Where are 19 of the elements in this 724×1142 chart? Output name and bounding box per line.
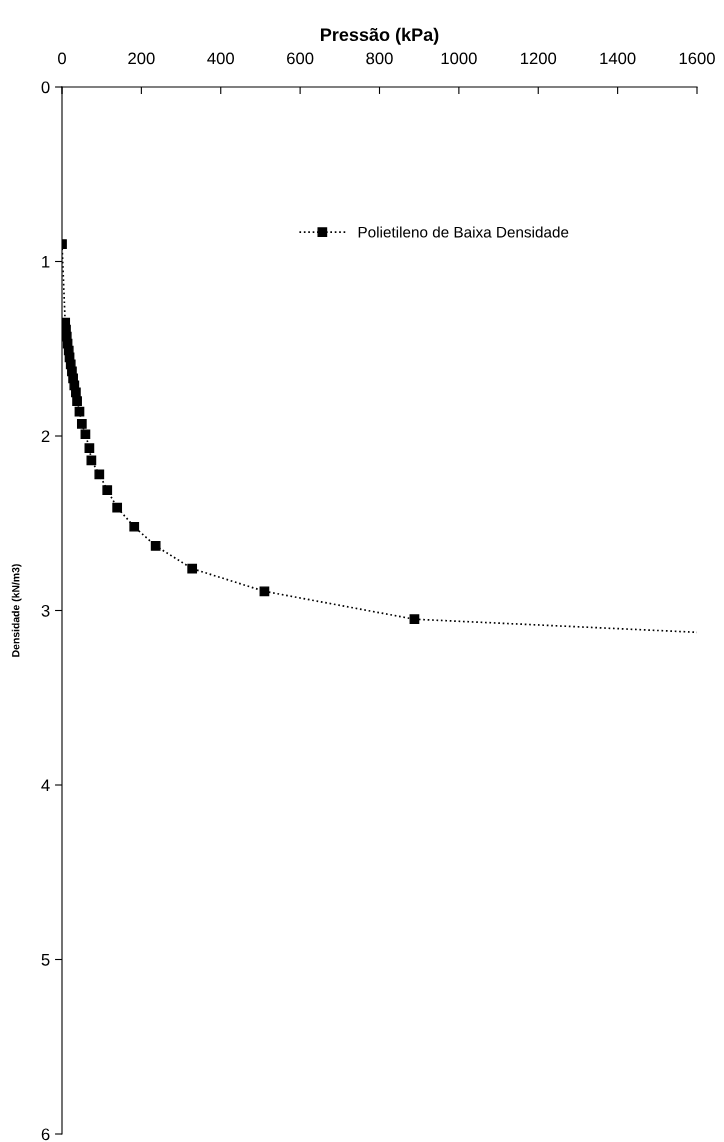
x-tick-label: 1000 (441, 52, 477, 65)
x-tick-label: 400 (207, 52, 234, 65)
x-tick-label: 1200 (520, 52, 557, 65)
y-tick-label: 2 (41, 430, 50, 443)
y-tick-label: 1 (42, 256, 50, 268)
x-tick-label: 600 (287, 52, 314, 65)
x-tick-label: 0 (58, 52, 66, 65)
y-tick-label: 5 (41, 954, 50, 966)
x-tick-label: 800 (366, 52, 393, 65)
x-tick-label: 1400 (600, 52, 636, 65)
x-tick-label: 1600 (679, 52, 715, 65)
y-axis-title: Densidade (kN/m3) (11, 564, 22, 657)
y-tick-label: 3 (41, 604, 50, 617)
y-tick-label: 4 (41, 779, 50, 792)
x-tick-label: 200 (128, 52, 155, 65)
legend-label: Polietileno de Baixa Densidade (358, 226, 569, 238)
x-axis-title: Pressão (kPa) (320, 27, 439, 45)
y-tick-label: 0 (41, 81, 50, 94)
y-tick-label: 6 (41, 1128, 50, 1141)
